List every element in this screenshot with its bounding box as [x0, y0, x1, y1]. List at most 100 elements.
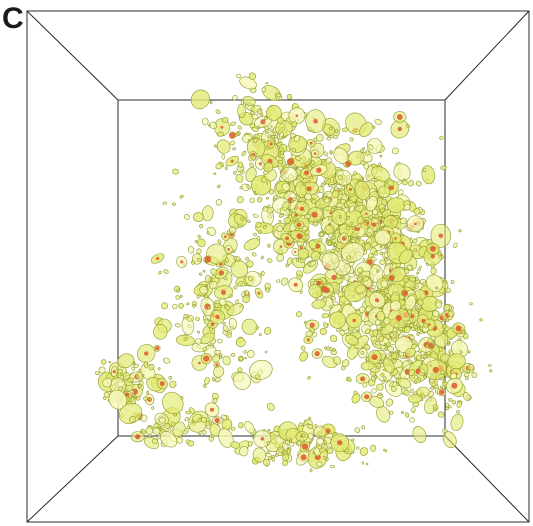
- isosurface-blob: [172, 168, 179, 175]
- isosurface-blob: [410, 343, 417, 350]
- isosurface-blob: [329, 150, 333, 154]
- isosurface-blob: [265, 196, 270, 200]
- isosurface-blob: [370, 177, 375, 182]
- isosurface-blob: [313, 425, 327, 439]
- isosurface-blob: [239, 356, 243, 362]
- isosurface-blob: [188, 246, 195, 254]
- isosurface-blob: [186, 315, 194, 322]
- isosurface-blob: [324, 151, 329, 157]
- isosurface-blob: [430, 386, 434, 390]
- isosurface-blob: [264, 327, 272, 335]
- isosurface-blob: [317, 238, 323, 242]
- isosurface-blob: [448, 398, 453, 402]
- isosurface-blob: [332, 235, 337, 240]
- isosurface-blob: [380, 372, 385, 377]
- isosurface-blob: [139, 380, 144, 386]
- isosurface-blob: [327, 447, 334, 455]
- isosurface-blob: [391, 352, 398, 360]
- isosurface-blob: [221, 117, 229, 123]
- isosurface-blob: [175, 295, 181, 300]
- isosurface-blob: [256, 196, 263, 203]
- isosurface-core: [198, 361, 201, 365]
- isosurface-blob: [409, 237, 412, 240]
- isosurface-blob: [383, 342, 387, 346]
- isosurface-blob: [225, 305, 231, 311]
- isosurface-blob: [218, 428, 234, 448]
- isosurface-blob: [422, 168, 427, 172]
- isosurface-core: [360, 376, 366, 382]
- isosurface-core: [156, 256, 160, 261]
- isosurface-core: [112, 370, 116, 374]
- isosurface-blob: [409, 335, 415, 340]
- isosurface-blob: [243, 238, 261, 251]
- isosurface-blob: [213, 144, 218, 148]
- isosurface-blob: [316, 437, 324, 446]
- isosurface-blob: [443, 330, 448, 334]
- isosurface-blob: [237, 161, 244, 168]
- isosurface-blob: [307, 432, 314, 440]
- isosurface-blob: [148, 363, 155, 371]
- isosurface-blob: [132, 361, 136, 364]
- isosurface-blob: [321, 252, 340, 271]
- isosurface-blob: [278, 132, 284, 139]
- isosurface-blob: [295, 442, 299, 446]
- isosurface-blob: [333, 134, 339, 140]
- isosurface-blob: [409, 417, 415, 423]
- isosurface-blob: [357, 216, 365, 225]
- isosurface-blob: [196, 294, 201, 299]
- isosurface-blob: [305, 449, 309, 453]
- isosurface-core: [371, 222, 377, 227]
- isosurface-blob: [214, 377, 221, 383]
- isosurface-blob: [375, 365, 379, 370]
- isosurface-blob: [389, 332, 394, 337]
- isosurface-blob: [358, 273, 363, 278]
- isosurface-blob: [383, 357, 395, 373]
- isosurface-blob: [399, 217, 408, 225]
- isosurface-blob: [311, 159, 315, 165]
- isosurface-blob: [360, 160, 366, 166]
- isosurface-blob: [375, 222, 380, 226]
- isosurface-blob: [246, 184, 251, 190]
- isosurface-blob: [240, 217, 245, 221]
- isosurface-core: [155, 346, 160, 351]
- isosurface-blob: [328, 305, 333, 309]
- isosurface-blob: [370, 444, 377, 452]
- isosurface-core: [215, 363, 219, 367]
- isosurface-blob: [303, 214, 312, 219]
- isosurface-blob: [300, 345, 306, 351]
- isosurface-blob: [168, 375, 173, 380]
- isosurface-blob: [253, 137, 258, 144]
- isosurface-blob: [367, 232, 372, 238]
- isosurface-blobs: [95, 72, 493, 473]
- isosurface-blob: [445, 287, 451, 294]
- isosurface-blob: [160, 431, 178, 448]
- isosurface-blob: [410, 407, 416, 413]
- isosurface-blob: [371, 256, 377, 262]
- isosurface-blob: [152, 426, 161, 435]
- isosurface-blob: [364, 150, 370, 156]
- isosurface-blob: [401, 330, 405, 333]
- isosurface-blob: [251, 252, 257, 257]
- isosurface-blob: [372, 125, 376, 129]
- isosurface-blob: [249, 162, 255, 168]
- isosurface-blob: [467, 364, 475, 371]
- isosurface-core: [430, 245, 436, 252]
- isosurface-blob: [253, 232, 257, 237]
- isosurface-blob: [156, 435, 161, 440]
- isosurface-blob: [230, 325, 235, 331]
- isosurface-blob: [413, 207, 421, 215]
- isosurface-blob: [330, 248, 336, 253]
- isosurface-core: [180, 260, 184, 264]
- isosurface-blob: [225, 166, 228, 171]
- isosurface-blob: [261, 87, 267, 93]
- isosurface-blob: [321, 313, 329, 319]
- isosurface-blob: [471, 372, 478, 379]
- isosurface-blob: [340, 285, 345, 289]
- isosurface-blob: [349, 137, 354, 142]
- isosurface-blob: [384, 246, 388, 250]
- isosurface-blob: [306, 424, 314, 429]
- isosurface-blob: [411, 238, 418, 244]
- isosurface-blob: [407, 309, 413, 315]
- isosurface-core: [430, 254, 435, 259]
- isosurface-blob: [208, 326, 213, 332]
